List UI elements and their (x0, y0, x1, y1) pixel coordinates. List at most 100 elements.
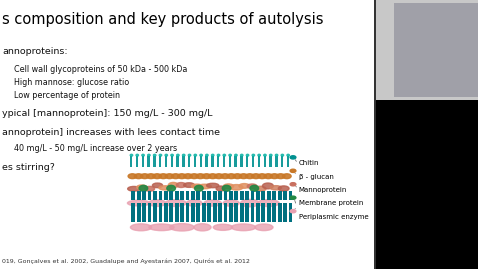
Bar (169, 191, 173, 200)
Circle shape (147, 174, 155, 179)
Bar (245, 203, 249, 213)
Ellipse shape (262, 183, 273, 189)
Text: High mannose: glucose ratio: High mannose: glucose ratio (14, 78, 130, 87)
Ellipse shape (153, 154, 157, 157)
Bar (261, 213, 265, 222)
Circle shape (282, 174, 291, 179)
Bar (148, 213, 152, 222)
Ellipse shape (222, 154, 226, 157)
Ellipse shape (205, 154, 209, 157)
Ellipse shape (194, 154, 197, 157)
Bar (278, 203, 282, 213)
Ellipse shape (194, 224, 211, 231)
Bar (278, 191, 282, 200)
Text: Membrane protein: Membrane protein (299, 200, 363, 206)
Ellipse shape (145, 186, 154, 191)
Ellipse shape (216, 186, 225, 191)
Ellipse shape (176, 183, 186, 187)
Bar (289, 191, 293, 200)
Circle shape (264, 174, 272, 179)
Bar (164, 213, 168, 222)
Bar (218, 213, 222, 222)
Bar (137, 191, 141, 200)
Ellipse shape (234, 154, 238, 157)
Ellipse shape (270, 186, 282, 190)
Bar (142, 191, 146, 200)
Bar (246, 156, 249, 167)
Ellipse shape (275, 154, 279, 157)
Bar (250, 191, 254, 200)
Bar (213, 191, 217, 200)
Text: annoprotein] increases with lees contact time: annoprotein] increases with lees contact… (2, 128, 220, 137)
Bar (185, 213, 189, 222)
Bar (375, 0, 478, 100)
Ellipse shape (130, 154, 133, 157)
Bar (234, 203, 238, 213)
Bar (196, 213, 200, 222)
Ellipse shape (137, 185, 147, 189)
Ellipse shape (167, 185, 175, 191)
Bar (207, 191, 211, 200)
Bar (202, 203, 206, 213)
Bar (224, 213, 228, 222)
Bar (159, 156, 162, 167)
Bar (240, 156, 243, 167)
Bar (256, 191, 260, 200)
Ellipse shape (223, 200, 239, 206)
Ellipse shape (240, 199, 259, 207)
Bar (175, 191, 179, 200)
Bar (258, 156, 260, 167)
Bar (148, 203, 152, 213)
Ellipse shape (195, 185, 203, 191)
Bar (180, 203, 184, 213)
Ellipse shape (149, 200, 166, 206)
Text: s composition and key products of autolysis: s composition and key products of autoly… (2, 12, 324, 27)
Ellipse shape (128, 200, 150, 206)
Circle shape (221, 174, 229, 179)
Ellipse shape (263, 154, 267, 157)
Ellipse shape (247, 184, 257, 189)
Bar (272, 213, 276, 222)
Bar (283, 203, 287, 213)
Circle shape (215, 174, 223, 179)
Bar (141, 156, 144, 167)
Bar (165, 156, 167, 167)
Bar (185, 203, 189, 213)
Bar (136, 156, 138, 167)
Bar (394, 3, 478, 97)
Bar (256, 213, 260, 222)
Bar (159, 191, 163, 200)
Bar (229, 191, 233, 200)
Ellipse shape (170, 154, 174, 157)
Circle shape (290, 156, 296, 159)
Bar (196, 191, 200, 200)
Bar (235, 156, 237, 167)
Bar (175, 213, 179, 222)
Ellipse shape (281, 154, 284, 157)
Ellipse shape (199, 154, 203, 157)
Circle shape (251, 174, 260, 179)
Bar (283, 191, 287, 200)
Bar (250, 203, 254, 213)
Bar (159, 213, 163, 222)
Ellipse shape (128, 186, 140, 191)
Ellipse shape (239, 183, 250, 188)
Bar (240, 213, 244, 222)
Ellipse shape (286, 154, 290, 157)
Text: Periplasmic enzyme: Periplasmic enzyme (299, 214, 369, 220)
Bar (269, 156, 272, 167)
Bar (218, 203, 222, 213)
Bar (217, 156, 219, 167)
Ellipse shape (141, 154, 145, 157)
Bar (272, 191, 276, 200)
Bar (289, 203, 293, 213)
Ellipse shape (250, 185, 259, 191)
Bar (252, 156, 254, 167)
Ellipse shape (254, 186, 266, 191)
Circle shape (246, 174, 254, 179)
Bar (175, 203, 179, 213)
Ellipse shape (257, 200, 279, 207)
Ellipse shape (206, 183, 219, 188)
Bar (194, 156, 196, 167)
Text: ypical [mannoprotein]: 150 mg/L - 300 mg/L: ypical [mannoprotein]: 150 mg/L - 300 mg… (2, 109, 213, 118)
